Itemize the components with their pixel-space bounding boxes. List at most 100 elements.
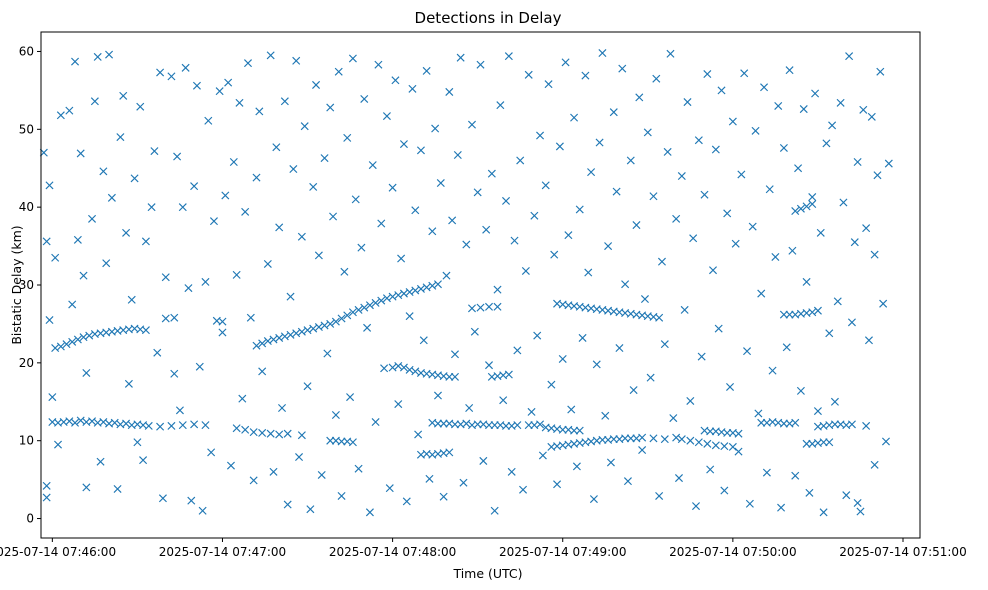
- data-point: [283, 429, 292, 438]
- data-point: [56, 342, 65, 351]
- data-point: [649, 192, 658, 201]
- data-point: [669, 414, 678, 423]
- data-point: [876, 67, 885, 76]
- data-point: [54, 440, 63, 449]
- data-point: [734, 429, 743, 438]
- data-point: [42, 493, 51, 502]
- data-point: [626, 156, 635, 165]
- x-tick-label: 2025-07-14 07:48:00: [329, 545, 456, 559]
- data-point: [99, 418, 108, 427]
- data-point: [680, 305, 689, 314]
- data-point: [598, 435, 607, 444]
- data-point: [862, 224, 871, 233]
- data-point: [496, 101, 505, 110]
- data-point: [238, 394, 247, 403]
- data-point: [499, 396, 508, 405]
- data-point: [218, 328, 227, 337]
- x-tick-label: 2025-07-14 07:49:00: [499, 545, 626, 559]
- data-point: [263, 259, 272, 268]
- data-point: [65, 106, 74, 115]
- data-point: [689, 234, 698, 243]
- data-point: [476, 60, 485, 69]
- data-point: [825, 438, 834, 447]
- data-point: [181, 63, 190, 72]
- data-point: [428, 281, 437, 290]
- data-point: [638, 446, 647, 455]
- data-point: [314, 251, 323, 260]
- data-point: [638, 433, 647, 442]
- data-point: [570, 113, 579, 122]
- data-point: [297, 327, 306, 336]
- data-point: [388, 292, 397, 301]
- data-point: [740, 69, 749, 78]
- data-point: [42, 481, 51, 490]
- data-point: [774, 101, 783, 110]
- data-point: [422, 66, 431, 75]
- data-point: [340, 267, 349, 276]
- data-point: [516, 156, 525, 165]
- data-point: [484, 361, 494, 370]
- data-point: [170, 313, 179, 322]
- data-point: [847, 420, 856, 429]
- data-point: [572, 462, 581, 471]
- data-point: [337, 437, 346, 446]
- data-point: [686, 436, 695, 445]
- data-point: [414, 430, 423, 439]
- data-point: [646, 373, 655, 382]
- data-point: [677, 435, 686, 444]
- data-point: [864, 336, 873, 345]
- data-point: [297, 431, 306, 440]
- data-point: [811, 89, 820, 98]
- data-point: [621, 280, 630, 289]
- data-point: [726, 382, 735, 391]
- data-point: [88, 214, 97, 223]
- data-point: [513, 421, 522, 430]
- data-point: [218, 317, 227, 326]
- data-point: [79, 333, 88, 342]
- data-point: [833, 297, 842, 306]
- data-point: [416, 284, 425, 293]
- data-point: [623, 477, 632, 486]
- data-point: [90, 97, 99, 106]
- data-point: [215, 87, 224, 96]
- data-point: [99, 167, 108, 176]
- data-point: [201, 277, 210, 286]
- data-point: [604, 242, 613, 251]
- data-point: [737, 170, 746, 179]
- data-point: [482, 225, 491, 234]
- data-point: [720, 442, 729, 451]
- data-point: [65, 417, 74, 426]
- data-point: [385, 484, 394, 493]
- data-point: [133, 438, 142, 447]
- data-point: [314, 323, 323, 332]
- data-point: [828, 121, 837, 130]
- data-point: [42, 237, 51, 246]
- data-point: [581, 71, 590, 80]
- data-point: [306, 505, 315, 514]
- data-point: [587, 168, 596, 177]
- data-point: [204, 116, 213, 125]
- data-point: [136, 102, 145, 111]
- data-point: [56, 111, 65, 120]
- data-point: [879, 299, 888, 308]
- data-point: [153, 348, 162, 357]
- data-point: [555, 142, 564, 151]
- data-point: [870, 460, 879, 469]
- data-point: [757, 289, 766, 298]
- data-point: [544, 80, 553, 89]
- data-point: [161, 314, 170, 323]
- data-point: [380, 364, 389, 373]
- data-point: [303, 382, 312, 391]
- data-point: [606, 458, 615, 467]
- data-point: [425, 474, 434, 483]
- y-tick-label: 20: [19, 356, 34, 370]
- data-point: [209, 217, 218, 226]
- data-point: [122, 228, 131, 237]
- data-point: [73, 235, 82, 244]
- data-point: [241, 425, 250, 434]
- data-point: [348, 438, 357, 447]
- data-point: [275, 430, 284, 439]
- data-point: [221, 191, 230, 200]
- data-point: [388, 363, 397, 372]
- data-point: [187, 496, 196, 505]
